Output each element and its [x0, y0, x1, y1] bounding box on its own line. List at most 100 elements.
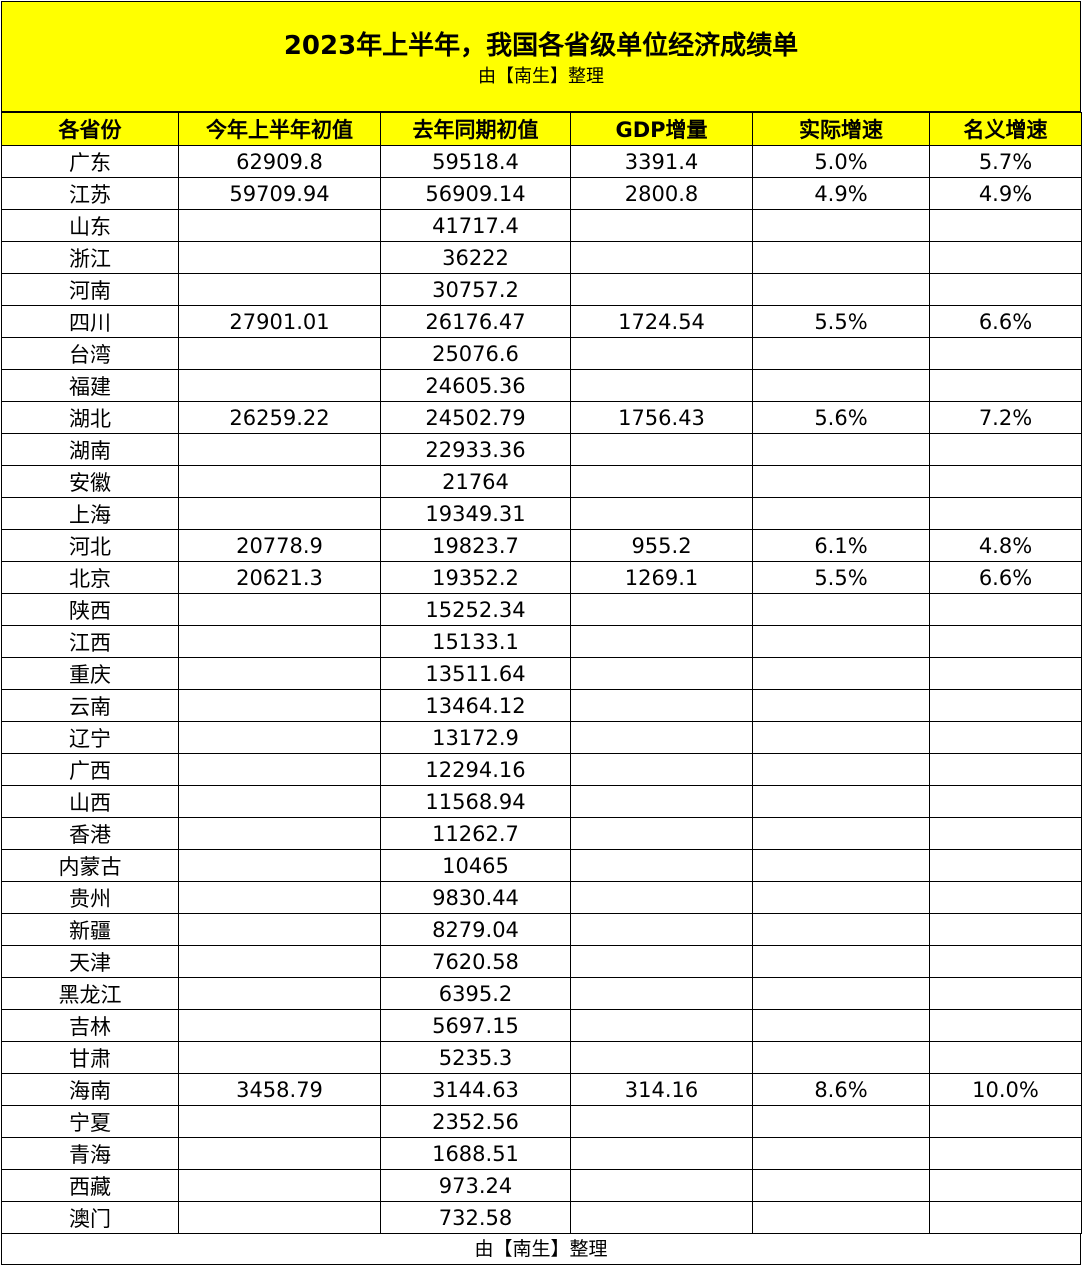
cell-nominal-growth — [929, 1009, 1082, 1042]
cell-current-half: 20778.9 — [178, 529, 381, 562]
cell-province: 广东 — [1, 145, 179, 178]
cell-nominal-growth — [929, 273, 1082, 306]
cell-gdp-increase — [570, 369, 753, 402]
cell-nominal-growth — [929, 689, 1082, 722]
cell-last-year: 36222 — [380, 241, 571, 274]
cell-gdp-increase — [570, 465, 753, 498]
cell-current-half — [178, 625, 381, 658]
table-row: 山西 11568.94 — [1, 785, 1082, 818]
cell-nominal-growth — [929, 977, 1082, 1010]
cell-real-growth — [752, 337, 930, 370]
cell-nominal-growth — [929, 945, 1082, 978]
cell-nominal-growth — [929, 785, 1082, 818]
cell-nominal-growth: 6.6% — [929, 305, 1082, 338]
cell-province: 内蒙古 — [1, 849, 179, 882]
cell-province: 安徽 — [1, 465, 179, 498]
cell-real-growth: 5.0% — [752, 145, 930, 178]
table-row: 贵州 9830.44 — [1, 881, 1082, 914]
cell-last-year: 3144.63 — [380, 1073, 571, 1106]
cell-gdp-increase — [570, 625, 753, 658]
cell-province: 广西 — [1, 753, 179, 786]
cell-real-growth — [752, 753, 930, 786]
cell-current-half — [178, 881, 381, 914]
table-row: 广西 12294.16 — [1, 753, 1082, 786]
cell-real-growth — [752, 785, 930, 818]
cell-real-growth — [752, 1201, 930, 1234]
cell-nominal-growth — [929, 1169, 1082, 1202]
cell-real-growth: 5.5% — [752, 305, 930, 338]
cell-real-growth: 4.9% — [752, 177, 930, 210]
cell-nominal-growth: 4.8% — [929, 529, 1082, 562]
cell-current-half — [178, 433, 381, 466]
cell-real-growth — [752, 977, 930, 1010]
cell-nominal-growth — [929, 657, 1082, 690]
cell-real-growth — [752, 241, 930, 274]
cell-current-half — [178, 785, 381, 818]
table-row: 香港 11262.7 — [1, 817, 1082, 850]
cell-last-year: 15252.34 — [380, 593, 571, 626]
cell-province: 宁夏 — [1, 1105, 179, 1138]
cell-nominal-growth — [929, 497, 1082, 530]
cell-real-growth — [752, 689, 930, 722]
cell-current-half — [178, 337, 381, 370]
cell-current-half: 62909.8 — [178, 145, 381, 178]
cell-province: 吉林 — [1, 1009, 179, 1042]
table-row: 河北 20778.9 19823.7 955.2 6.1% 4.8% — [1, 529, 1082, 562]
cell-current-half — [178, 593, 381, 626]
cell-real-growth — [752, 625, 930, 658]
cell-gdp-increase — [570, 817, 753, 850]
cell-gdp-increase — [570, 945, 753, 978]
cell-nominal-growth: 10.0% — [929, 1073, 1082, 1106]
cell-nominal-growth — [929, 1201, 1082, 1234]
cell-gdp-increase — [570, 657, 753, 690]
cell-nominal-growth — [929, 1105, 1082, 1138]
cell-nominal-growth — [929, 369, 1082, 402]
cell-nominal-growth — [929, 881, 1082, 914]
cell-real-growth — [752, 657, 930, 690]
cell-last-year: 24502.79 — [380, 401, 571, 434]
cell-current-half — [178, 241, 381, 274]
cell-gdp-increase — [570, 689, 753, 722]
cell-nominal-growth — [929, 753, 1082, 786]
cell-nominal-growth — [929, 849, 1082, 882]
cell-last-year: 6395.2 — [380, 977, 571, 1010]
cell-last-year: 13464.12 — [380, 689, 571, 722]
cell-current-half — [178, 913, 381, 946]
cell-nominal-growth — [929, 337, 1082, 370]
cell-current-half — [178, 465, 381, 498]
header-real-growth: 实际增速 — [752, 112, 930, 146]
cell-real-growth — [752, 1169, 930, 1202]
table-row: 青海 1688.51 — [1, 1137, 1082, 1170]
cell-province: 辽宁 — [1, 721, 179, 754]
cell-real-growth — [752, 433, 930, 466]
cell-last-year: 19352.2 — [380, 561, 571, 594]
table-row: 江西 15133.1 — [1, 625, 1082, 658]
cell-gdp-increase — [570, 1009, 753, 1042]
cell-last-year: 19823.7 — [380, 529, 571, 562]
cell-real-growth — [752, 1009, 930, 1042]
cell-nominal-growth — [929, 721, 1082, 754]
cell-last-year: 24605.36 — [380, 369, 571, 402]
cell-last-year: 56909.14 — [380, 177, 571, 210]
table-row: 新疆 8279.04 — [1, 913, 1082, 946]
cell-province: 云南 — [1, 689, 179, 722]
cell-last-year: 13511.64 — [380, 657, 571, 690]
cell-province: 台湾 — [1, 337, 179, 370]
cell-gdp-increase: 955.2 — [570, 529, 753, 562]
cell-last-year: 10465 — [380, 849, 571, 882]
header-row: 各省份 今年上半年初值 去年同期初值 GDP增量 实际增速 名义增速 — [1, 112, 1082, 146]
cell-current-half — [178, 369, 381, 402]
table-row: 辽宁 13172.9 — [1, 721, 1082, 754]
table-row: 澳门 732.58 — [1, 1201, 1082, 1234]
table-row: 上海 19349.31 — [1, 497, 1082, 530]
cell-province: 江西 — [1, 625, 179, 658]
cell-current-half — [178, 1105, 381, 1138]
cell-current-half — [178, 689, 381, 722]
cell-real-growth — [752, 593, 930, 626]
cell-real-growth — [752, 369, 930, 402]
table-row: 陕西 15252.34 — [1, 593, 1082, 626]
cell-province: 海南 — [1, 1073, 179, 1106]
cell-province: 福建 — [1, 369, 179, 402]
cell-last-year: 11568.94 — [380, 785, 571, 818]
cell-last-year: 30757.2 — [380, 273, 571, 306]
